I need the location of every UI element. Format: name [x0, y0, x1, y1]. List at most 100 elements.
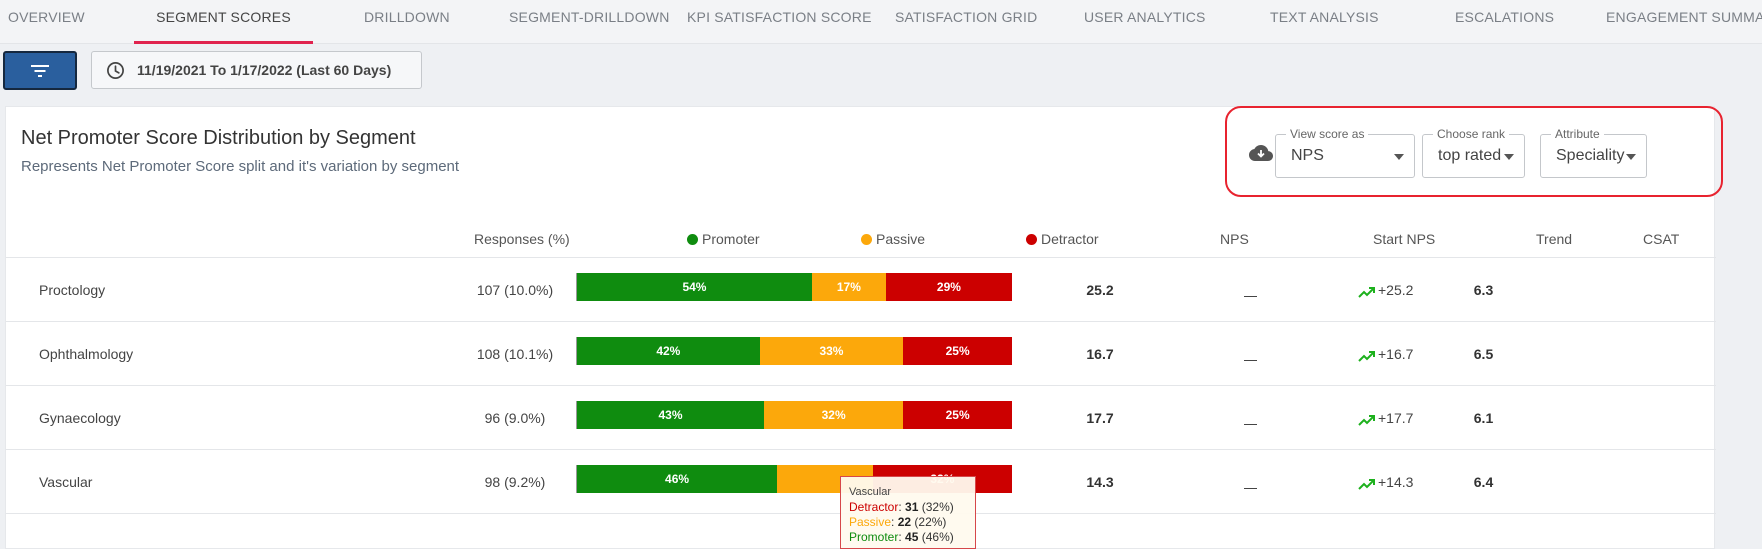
view-score-as-value: NPS: [1291, 147, 1324, 164]
tab-engagement-summary[interactable]: ENGAGEMENT SUMMAR: [1606, 9, 1762, 25]
tab-segment-drilldown[interactable]: SEGMENT-DRILLDOWN: [509, 9, 670, 25]
nps-distribution-bar[interactable]: 43% 32% 25%: [576, 401, 1012, 429]
tab-bar: OVERVIEW SEGMENT SCORES DRILLDOWN SEGMEN…: [0, 0, 1762, 44]
table-row[interactable]: Gynaecology 96 (9.0%) 43% 32% 25% 17.7 +17.7 6.…: [6, 386, 1716, 450]
promoter-legend-dot: [687, 234, 698, 245]
nps-cell: 17.7: [1086, 410, 1114, 426]
view-score-as-select[interactable]: View score as NPS: [1275, 127, 1415, 178]
csat-cell: 6.1: [1473, 410, 1494, 426]
trending-up-icon: [1358, 415, 1375, 426]
detractor-segment[interactable]: 25%: [903, 401, 1012, 429]
nps-distribution-bar[interactable]: 54% 17% 29%: [576, 273, 1012, 301]
csat-cell: 6.5: [1473, 346, 1494, 362]
tab-segment-scores[interactable]: SEGMENT SCORES: [134, 0, 313, 44]
bar-tooltip: Vascular Detractor: 31 (32%) Passive: 22…: [840, 476, 976, 549]
nps-distribution-bar[interactable]: 42% 33% 25%: [576, 337, 1012, 365]
tab-drilldown[interactable]: DRILLDOWN: [364, 9, 450, 25]
nps-cell: 14.3: [1086, 474, 1114, 490]
tooltip-promoter: Promoter: 45 (46%): [849, 530, 954, 544]
table-row[interactable]: Ophthalmology 108 (10.1%) 42% 33% 25% 16.7 +16…: [6, 322, 1716, 386]
attribute-value: Speciality: [1556, 147, 1625, 164]
nps-cell: 16.7: [1086, 346, 1114, 362]
view-score-as-label: View score as: [1286, 127, 1369, 141]
filter-button[interactable]: [3, 51, 77, 90]
tab-text-analysis[interactable]: TEXT ANALYSIS: [1270, 9, 1379, 25]
promoter-segment[interactable]: 54%: [577, 273, 812, 301]
score-controls: View score as NPS Choose rank top rated …: [1225, 106, 1723, 197]
detractor-legend-label: Detractor: [1041, 231, 1099, 247]
detractor-segment[interactable]: 29%: [885, 273, 1012, 301]
attribute-select[interactable]: Attribute Speciality: [1540, 127, 1647, 178]
nps-cell: 25.2: [1086, 282, 1114, 298]
tab-escalations[interactable]: ESCALATIONS: [1455, 9, 1555, 25]
tooltip-title: Vascular: [849, 486, 891, 498]
trend-cell: +14.3: [1358, 450, 1413, 514]
chevron-down-icon: [1504, 154, 1514, 160]
responses-cell: 96 (9.0%): [484, 410, 546, 426]
tab-kpi-satisfaction-score[interactable]: KPI SATISFACTION SCORE: [687, 9, 872, 25]
header-divider: [6, 257, 1716, 258]
passive-legend-label: Passive: [876, 231, 926, 247]
trend-value: +25.2: [1378, 282, 1414, 298]
csat-cell: 6.3: [1473, 282, 1494, 298]
promoter-segment[interactable]: 42%: [577, 337, 760, 365]
attribute-label: Attribute: [1551, 127, 1604, 141]
passive-segment[interactable]: 33%: [759, 337, 904, 365]
detractor-legend-dot: [1026, 234, 1037, 245]
tooltip-passive: Passive: 22 (22%): [849, 515, 947, 529]
card-title: Net Promoter Score Distribution by Segme…: [21, 127, 416, 149]
start-nps-empty: [1244, 424, 1257, 425]
segment-name: Ophthalmology: [39, 346, 134, 362]
header-csat: CSAT: [1643, 231, 1680, 247]
tooltip-detractor: Detractor: 31 (32%): [849, 500, 954, 514]
choose-rank-select[interactable]: Choose rank top rated: [1422, 127, 1525, 178]
responses-cell: 107 (10.0%): [476, 282, 554, 298]
promoter-segment[interactable]: 46%: [577, 465, 778, 493]
passive-segment[interactable]: 32%: [764, 401, 904, 429]
responses-cell: 108 (10.1%): [476, 346, 554, 362]
passive-legend-dot: [861, 234, 872, 245]
header-responses: Responses (%): [474, 231, 570, 247]
trend-cell: +25.2: [1358, 258, 1413, 322]
segment-name: Vascular: [39, 474, 93, 490]
filter-icon: [31, 64, 49, 77]
segment-name: Proctology: [39, 282, 106, 298]
trend-value: +17.7: [1378, 410, 1414, 426]
header-promoter: Promoter: [687, 231, 760, 247]
segment-name: Gynaecology: [39, 410, 121, 426]
trend-value: +14.3: [1378, 474, 1414, 490]
trend-value: +16.7: [1378, 346, 1414, 362]
chevron-down-icon: [1626, 154, 1636, 160]
start-nps-empty: [1244, 296, 1257, 297]
trending-up-icon: [1358, 287, 1375, 298]
cloud-download-icon[interactable]: [1249, 144, 1273, 162]
choose-rank-value: top rated: [1438, 147, 1502, 164]
date-range-label: 11/19/2021 To 1/17/2022 (Last 60 Days): [137, 62, 392, 78]
chevron-down-icon: [1394, 154, 1404, 160]
tab-satisfaction-grid[interactable]: SATISFACTION GRID: [895, 9, 1038, 25]
card-subtitle: Represents Net Promoter Score split and …: [21, 158, 460, 175]
trending-up-icon: [1358, 479, 1375, 490]
header-passive: Passive: [861, 231, 925, 247]
start-nps-empty: [1244, 360, 1257, 361]
csat-cell: 6.4: [1473, 474, 1494, 490]
header-nps: NPS: [1220, 231, 1249, 247]
trend-cell: +17.7: [1358, 386, 1413, 450]
header-trend: Trend: [1536, 231, 1573, 247]
header-start-nps: Start NPS: [1373, 231, 1436, 247]
responses-cell: 98 (9.2%): [484, 474, 546, 490]
trending-up-icon: [1358, 351, 1375, 362]
tab-user-analytics[interactable]: USER ANALYTICS: [1084, 9, 1206, 25]
table-row[interactable]: Proctology 107 (10.0%) 54% 17% 29% 25.2 +25.2 6…: [6, 258, 1716, 322]
trend-cell: +16.7: [1358, 322, 1413, 386]
date-range-button[interactable]: 11/19/2021 To 1/17/2022 (Last 60 Days): [91, 51, 422, 89]
promoter-legend-label: Promoter: [702, 231, 760, 247]
promoter-segment[interactable]: 43%: [577, 401, 765, 429]
start-nps-empty: [1244, 488, 1257, 489]
detractor-segment[interactable]: 25%: [903, 337, 1012, 365]
tab-overview[interactable]: OVERVIEW: [8, 9, 85, 25]
clock-icon: [107, 61, 124, 79]
passive-segment[interactable]: 17%: [811, 273, 886, 301]
header-detractor: Detractor: [1026, 231, 1099, 247]
choose-rank-label: Choose rank: [1433, 127, 1510, 141]
